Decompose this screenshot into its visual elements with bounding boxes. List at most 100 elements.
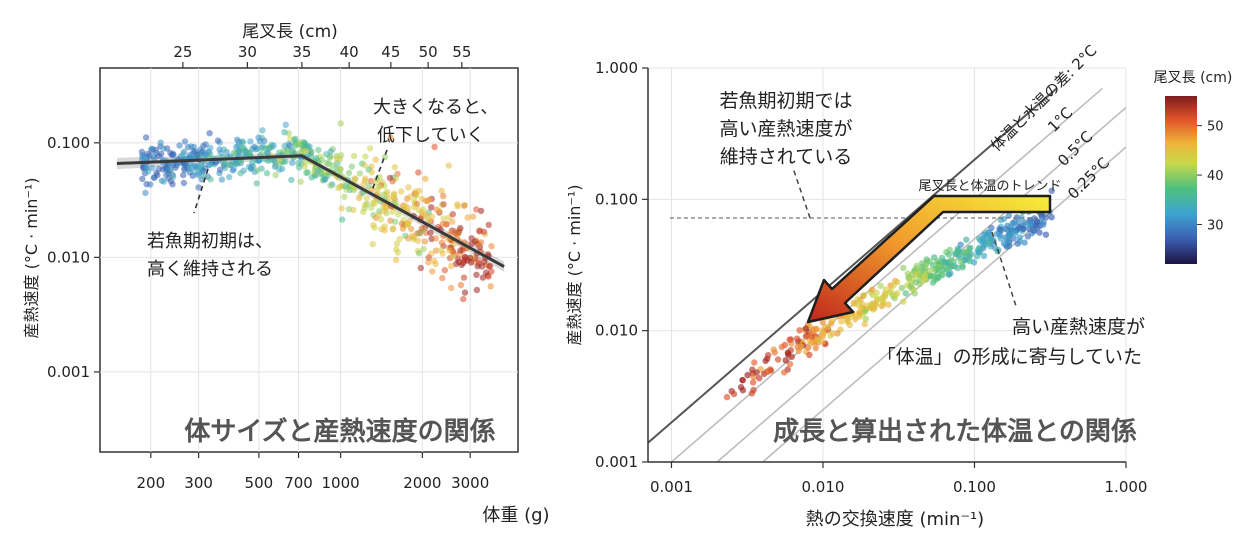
data-point (235, 148, 243, 155)
data-point (366, 145, 374, 152)
right-x-tick-label: 0.100 (953, 478, 996, 496)
data-point (770, 346, 777, 353)
delta-temperature-line (762, 146, 1127, 463)
data-point (460, 295, 467, 303)
data-point (440, 192, 447, 200)
data-point (985, 229, 993, 236)
left-x-tick-label: 500 (245, 474, 274, 492)
data-point (448, 284, 455, 292)
data-point (443, 220, 450, 228)
data-point (1000, 215, 1008, 223)
data-point (191, 162, 198, 170)
left-y-axis-label: 産熱速度 (°C · min⁻¹) (22, 177, 41, 338)
left-x-tick-label: 700 (284, 474, 313, 492)
data-point (255, 157, 262, 165)
left-y-ticks: 0.001 0.010 0.100 (47, 134, 100, 381)
data-point (938, 254, 946, 262)
data-point (405, 184, 412, 191)
data-point (167, 149, 174, 157)
data-point (432, 247, 440, 254)
data-point (900, 298, 907, 305)
data-point (809, 327, 816, 334)
data-point (360, 180, 367, 188)
top-x-tick-label: 45 (381, 43, 400, 61)
left-ci-band (116, 152, 505, 272)
data-point (372, 156, 379, 163)
data-point (947, 257, 955, 264)
data-point (894, 290, 901, 297)
data-point (162, 171, 170, 179)
data-point (980, 240, 987, 247)
data-point (415, 169, 422, 176)
data-point (730, 390, 738, 398)
data-point (448, 262, 455, 270)
data-point (226, 161, 233, 168)
data-point (256, 138, 264, 145)
data-point (965, 255, 972, 263)
data-point (214, 137, 222, 144)
colorbar-tick-label: 30 (1207, 218, 1224, 233)
data-point (1006, 231, 1014, 239)
data-point (253, 180, 260, 187)
annotation-early-line2: 高い産熱速度が (719, 118, 852, 140)
confidence-band (116, 152, 505, 272)
data-point (371, 200, 378, 207)
data-point (387, 217, 394, 224)
data-point (1027, 221, 1034, 229)
data-point (247, 138, 254, 145)
data-point (289, 159, 296, 166)
data-point (1006, 242, 1013, 250)
left-x-tick-label: 300 (184, 474, 213, 492)
data-point (216, 146, 223, 153)
data-point (978, 246, 985, 253)
data-point (428, 204, 435, 211)
data-point (934, 265, 942, 272)
data-point (1005, 212, 1013, 219)
data-point (414, 237, 422, 244)
data-point (881, 290, 889, 297)
data-point (957, 258, 965, 265)
data-point (368, 204, 375, 211)
data-point (323, 159, 330, 166)
data-point (169, 181, 176, 188)
data-point (157, 139, 164, 146)
data-point (923, 256, 930, 263)
data-point (819, 333, 826, 340)
data-point (739, 387, 747, 394)
data-point (390, 225, 397, 232)
data-point (870, 306, 877, 313)
data-point (375, 211, 383, 218)
data-point (922, 264, 929, 272)
data-point (438, 239, 446, 246)
data-point (786, 336, 793, 343)
data-point (361, 162, 368, 169)
top-x-tick-label: 40 (340, 43, 359, 61)
right-scatter-points (723, 187, 1055, 401)
data-point (441, 267, 448, 274)
data-point (237, 170, 244, 177)
data-point (421, 238, 429, 245)
data-point (479, 274, 487, 281)
data-point (445, 162, 452, 169)
data-point (370, 221, 377, 229)
data-point (176, 142, 183, 149)
data-point (1038, 212, 1045, 220)
data-point (487, 283, 494, 290)
data-point (201, 164, 208, 172)
right-y-tick-label: 1.000 (595, 59, 638, 77)
data-point (900, 264, 907, 272)
data-point (851, 300, 859, 307)
data-point (449, 211, 456, 218)
data-point (437, 247, 445, 254)
data-point (425, 254, 432, 261)
data-point (180, 179, 188, 187)
data-point (965, 249, 972, 256)
left-scatter-points (138, 120, 495, 303)
data-point (139, 175, 146, 183)
annotation-decline-line1: 大きくなると、 (373, 97, 498, 118)
data-point (784, 349, 792, 356)
right-x-tick-label: 0.001 (650, 478, 693, 496)
right-x-axis-label: 熱の交換速度 (min⁻¹) (806, 509, 984, 530)
data-point (418, 225, 425, 232)
data-point (997, 235, 1004, 242)
